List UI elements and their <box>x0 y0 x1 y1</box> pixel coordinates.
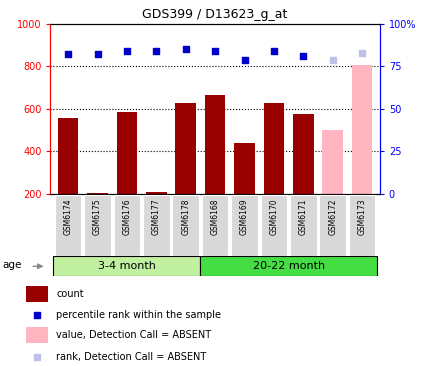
Bar <box>26 327 48 343</box>
Bar <box>26 286 48 302</box>
Point <box>152 48 159 54</box>
Point <box>270 48 277 54</box>
Text: age: age <box>3 260 22 270</box>
Text: percentile rank within the sample: percentile rank within the sample <box>56 310 221 320</box>
Bar <box>200 256 376 276</box>
Text: GSM6171: GSM6171 <box>298 198 307 235</box>
Bar <box>143 195 169 255</box>
Bar <box>175 102 195 194</box>
Text: GSM6173: GSM6173 <box>357 198 366 235</box>
Text: GSM6176: GSM6176 <box>122 198 131 235</box>
Bar <box>319 195 345 255</box>
Text: GSM6177: GSM6177 <box>152 198 160 235</box>
Point <box>94 52 101 57</box>
Text: 3-4 month: 3-4 month <box>98 261 155 271</box>
Text: GSM6172: GSM6172 <box>328 198 336 235</box>
Text: GSM6170: GSM6170 <box>269 198 278 235</box>
Text: GSM6178: GSM6178 <box>181 198 190 235</box>
Text: GSM6169: GSM6169 <box>240 198 248 235</box>
Text: GSM6174: GSM6174 <box>64 198 72 235</box>
Bar <box>172 195 198 255</box>
Text: GSM6175: GSM6175 <box>93 198 102 235</box>
Point <box>182 46 189 52</box>
Text: GSM6168: GSM6168 <box>210 198 219 235</box>
Bar <box>348 195 374 255</box>
Point <box>299 53 306 59</box>
Point <box>328 57 336 63</box>
Bar <box>87 193 108 194</box>
Bar <box>290 195 316 255</box>
Point <box>34 312 41 318</box>
Bar <box>201 195 228 255</box>
Point <box>358 50 365 56</box>
Bar <box>58 119 78 194</box>
Point <box>64 52 71 57</box>
Bar <box>117 112 137 194</box>
Text: 20-22 month: 20-22 month <box>252 261 324 271</box>
Text: rank, Detection Call = ABSENT: rank, Detection Call = ABSENT <box>56 352 206 362</box>
Bar <box>55 195 81 255</box>
Point <box>240 57 247 63</box>
Bar <box>234 143 254 194</box>
Bar <box>292 113 313 194</box>
Bar <box>263 102 283 194</box>
Bar <box>205 95 225 194</box>
Bar <box>53 256 200 276</box>
Point <box>34 354 41 360</box>
Bar <box>231 195 257 255</box>
Bar <box>113 195 140 255</box>
Bar <box>260 195 286 255</box>
Bar <box>321 130 342 194</box>
Bar <box>351 65 371 194</box>
Text: value, Detection Call = ABSENT: value, Detection Call = ABSENT <box>56 330 211 340</box>
Bar <box>84 195 110 255</box>
Point <box>123 48 130 54</box>
Text: count: count <box>56 289 84 299</box>
Bar <box>146 192 166 194</box>
Point <box>211 48 218 54</box>
Title: GDS399 / D13623_g_at: GDS399 / D13623_g_at <box>142 8 287 21</box>
